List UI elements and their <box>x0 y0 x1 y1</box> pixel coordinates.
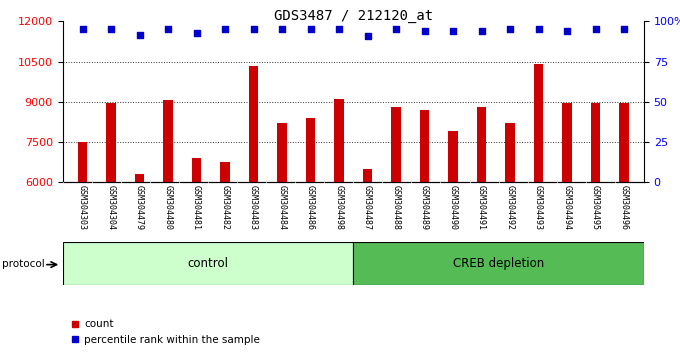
Point <box>248 27 259 32</box>
Text: GSM304479: GSM304479 <box>135 185 144 230</box>
Bar <box>362 169 373 182</box>
Point <box>362 33 373 39</box>
Point <box>77 27 88 32</box>
Text: GSM304483: GSM304483 <box>249 185 258 230</box>
Bar <box>534 64 543 182</box>
Text: GSM304481: GSM304481 <box>192 185 201 230</box>
Bar <box>448 131 458 182</box>
Text: GSM304492: GSM304492 <box>505 185 515 230</box>
Bar <box>163 101 173 182</box>
Point <box>390 27 401 32</box>
Point <box>163 27 173 32</box>
Bar <box>353 242 644 285</box>
Bar <box>220 162 230 182</box>
Point <box>476 28 487 34</box>
Bar <box>420 110 430 182</box>
Text: GSM304493: GSM304493 <box>534 185 543 230</box>
Bar <box>78 142 88 182</box>
Point <box>533 27 544 32</box>
Bar <box>106 103 116 182</box>
Text: GSM304496: GSM304496 <box>619 185 628 230</box>
Text: GSM304482: GSM304482 <box>220 185 230 230</box>
Bar <box>505 123 515 182</box>
Bar <box>562 103 572 182</box>
Text: GSM304488: GSM304488 <box>392 185 401 230</box>
Point <box>590 27 601 32</box>
Bar <box>305 118 316 182</box>
Legend: count, percentile rank within the sample: count, percentile rank within the sample <box>67 315 264 349</box>
Point <box>105 27 116 32</box>
Text: GSM304303: GSM304303 <box>78 185 87 230</box>
Text: GDS3487 / 212120_at: GDS3487 / 212120_at <box>273 9 433 23</box>
Text: CREB depletion: CREB depletion <box>453 257 544 270</box>
Bar <box>590 103 600 182</box>
Point <box>134 32 145 38</box>
Point <box>277 27 288 32</box>
Bar <box>477 107 486 182</box>
Point <box>305 27 316 32</box>
Text: GSM304489: GSM304489 <box>420 185 429 230</box>
Point <box>562 28 573 34</box>
Text: protocol: protocol <box>2 259 45 269</box>
Text: GSM304487: GSM304487 <box>363 185 372 230</box>
Bar <box>334 99 344 182</box>
Bar <box>277 123 287 182</box>
Text: GSM304486: GSM304486 <box>306 185 315 230</box>
Text: GSM304304: GSM304304 <box>107 185 116 230</box>
Point <box>447 28 458 34</box>
Point <box>505 27 515 32</box>
Bar <box>248 65 258 182</box>
Text: GSM304484: GSM304484 <box>277 185 286 230</box>
Text: GSM304498: GSM304498 <box>335 185 343 230</box>
Text: GSM304494: GSM304494 <box>562 185 571 230</box>
Point <box>619 27 630 32</box>
Point <box>334 27 345 32</box>
Text: GSM304495: GSM304495 <box>591 185 600 230</box>
Bar <box>619 103 629 182</box>
Point <box>191 30 202 36</box>
Bar <box>63 242 353 285</box>
Bar <box>391 107 401 182</box>
Point <box>220 27 231 32</box>
Text: GSM304480: GSM304480 <box>163 185 173 230</box>
Text: control: control <box>188 257 228 270</box>
Point <box>419 28 430 34</box>
Bar <box>192 158 201 182</box>
Text: GSM304490: GSM304490 <box>449 185 458 230</box>
Text: GSM304491: GSM304491 <box>477 185 486 230</box>
Bar <box>135 174 144 182</box>
